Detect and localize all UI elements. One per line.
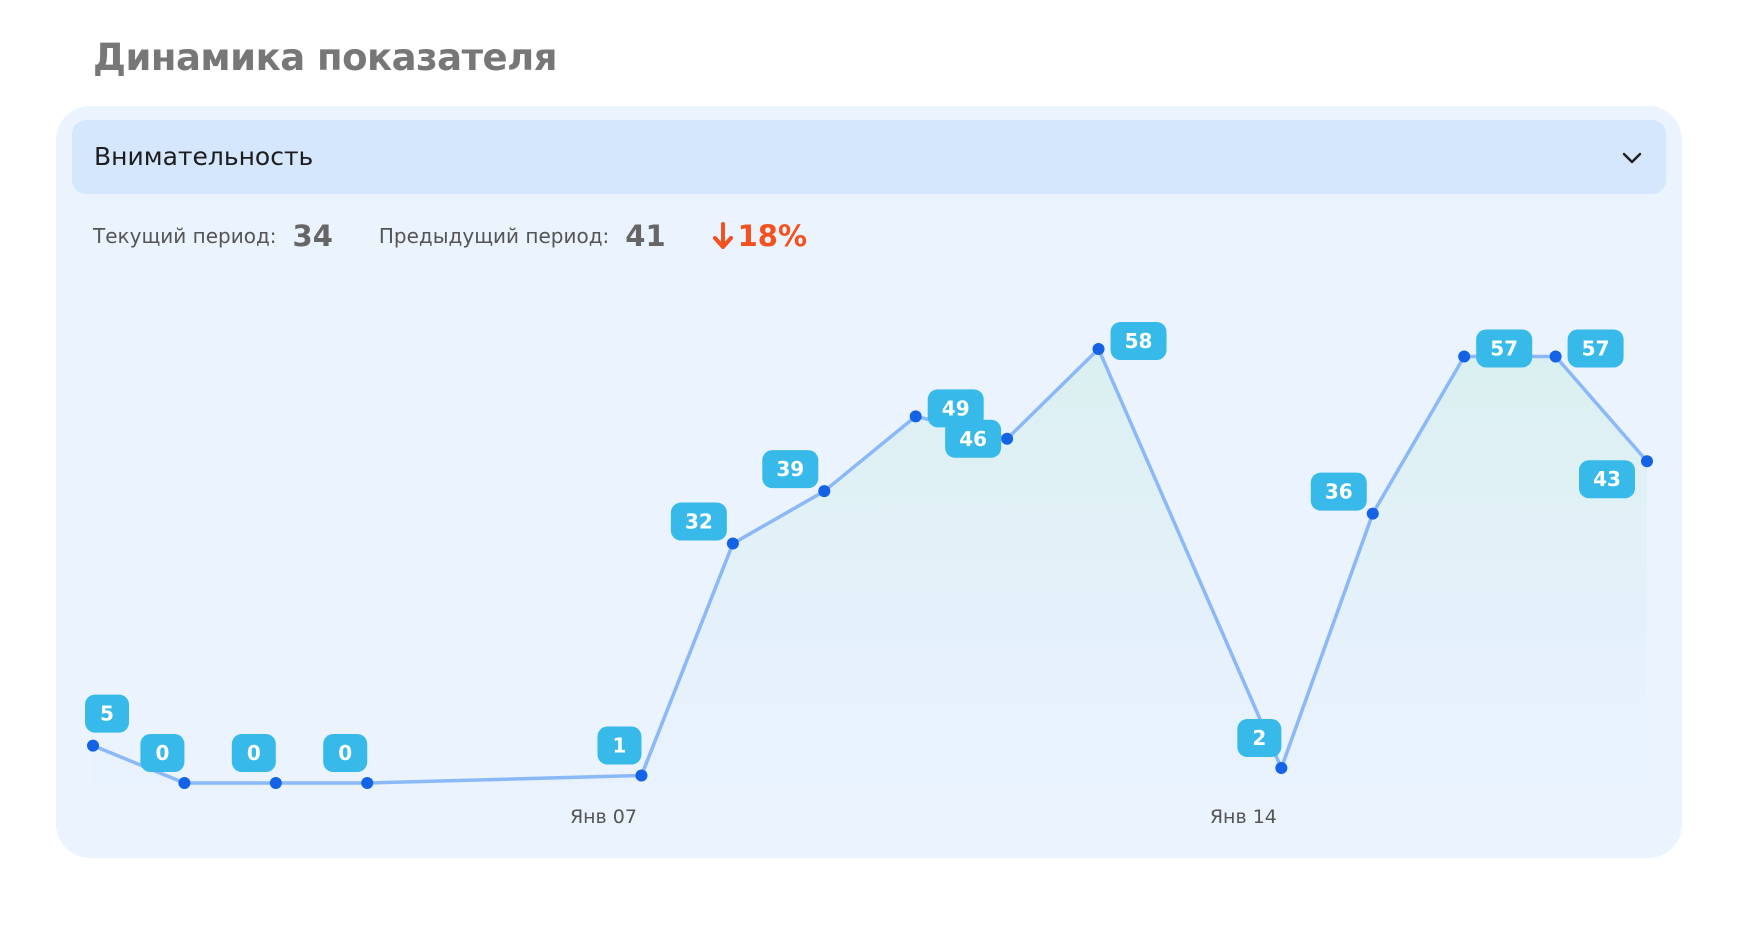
data-point[interactable] [361,777,374,789]
previous-period-value: 41 [625,219,666,253]
data-point[interactable] [1549,350,1562,363]
data-label: 39 [762,450,819,489]
data-point[interactable] [1641,455,1653,468]
data-point[interactable] [1458,350,1471,363]
data-label-bg [1237,719,1282,758]
data-label-text: 0 [338,741,352,765]
data-point[interactable] [269,777,282,789]
data-point[interactable] [1366,507,1379,520]
data-label-bg [85,694,129,733]
metric-select-label: Внимательность [94,142,314,171]
data-label-bg [1579,460,1635,499]
data-label-text: 46 [959,427,987,451]
data-point[interactable] [1001,432,1014,445]
x-tick-label: Янв 14 [1210,806,1277,828]
data-label-text: 57 [1490,336,1518,360]
data-label-text: 43 [1593,467,1621,491]
data-label-text: 0 [247,741,261,765]
data-label-bg [762,450,819,489]
data-label-text: 49 [942,396,970,420]
current-period-value: 34 [292,219,333,253]
current-period-label: Текущий период: [93,224,277,248]
page-title: Динамика показателя [93,36,557,79]
data-label-text: 5 [100,702,114,726]
data-label: 32 [670,502,727,541]
data-label-bg [945,419,1002,458]
data-point[interactable] [818,485,831,498]
data-point[interactable] [909,410,922,423]
data-point[interactable] [1275,762,1288,775]
previous-period-label: Предыдущий период: [378,224,610,248]
data-label-bg [323,734,368,772]
series-area [93,349,1647,783]
data-label: 57 [1567,329,1624,368]
data-label: 1 [597,726,642,765]
data-label-bg [1567,329,1624,368]
data-label: 57 [1476,329,1533,368]
data-label-text: 57 [1582,336,1610,360]
data-label-text: 1 [613,734,627,758]
metric-select[interactable]: Внимательность [72,120,1666,194]
arrow-down-icon [712,222,733,249]
chevron-down-icon[interactable] [1620,146,1644,170]
data-label-bg [1310,472,1367,511]
data-label: 5 [85,694,129,733]
data-label-bg [1476,329,1533,368]
data-label-text: 0 [155,741,169,765]
data-label: 0 [231,734,276,772]
data-label-bg [231,734,276,772]
data-point[interactable] [178,777,191,789]
data-label-bg [140,734,185,772]
delta-badge: 18% [712,219,807,253]
data-label: 58 [1110,322,1167,360]
data-label: 0 [140,734,185,772]
data-point[interactable] [1092,343,1105,355]
data-label-bg [670,502,727,541]
data-label: 2 [1237,719,1282,758]
data-point[interactable] [726,537,739,550]
data-label-text: 2 [1252,726,1266,750]
data-label-text: 58 [1125,329,1153,353]
data-label: 46 [945,419,1002,458]
data-label: 0 [323,734,368,772]
data-label-bg [927,389,984,428]
data-label: 49 [927,389,984,428]
x-tick-label: Янв 07 [570,806,637,828]
delta-value: 18% [737,219,808,253]
period-stats: Текущий период: 34 Предыдущий период: 41… [93,216,807,256]
data-point[interactable] [635,769,648,782]
data-label-text: 39 [776,457,804,481]
data-label: 43 [1579,460,1635,499]
data-label-text: 32 [685,510,713,534]
data-label-bg [1110,322,1167,360]
data-point[interactable] [87,739,99,752]
data-label-text: 36 [1325,480,1353,504]
data-label-bg [597,726,642,765]
data-label: 36 [1310,472,1367,511]
